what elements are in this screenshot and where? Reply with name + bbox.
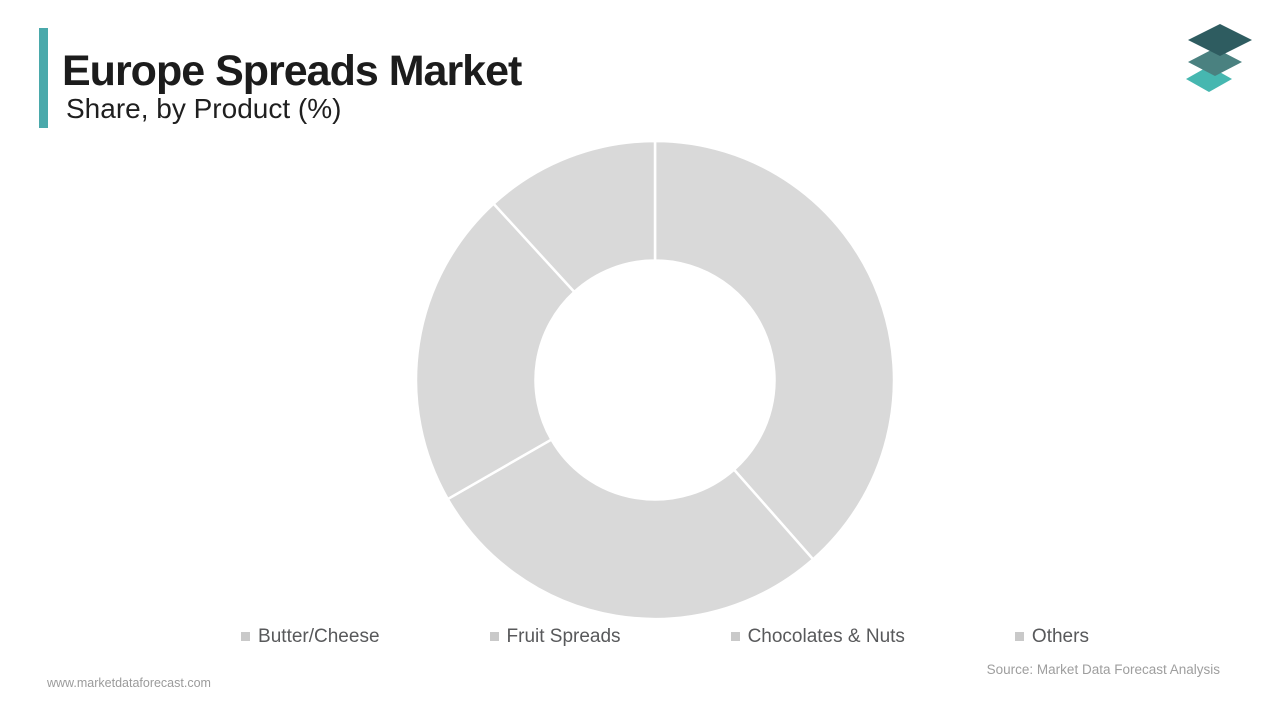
donut-chart-svg <box>414 139 896 621</box>
legend-marker-icon <box>489 631 499 641</box>
page-title: Europe Spreads Market <box>62 47 522 95</box>
title-accent-bar <box>39 28 48 128</box>
legend-marker-icon <box>1014 631 1024 641</box>
legend-item-others: Others <box>1014 625 1089 647</box>
website-url: www.marketdataforecast.com <box>47 676 211 690</box>
page-subtitle: Share, by Product (%) <box>66 93 342 124</box>
donut-slice-2 <box>414 201 577 501</box>
legend-label: Fruit Spreads <box>506 625 621 647</box>
donut-slice-0 <box>653 139 896 562</box>
legend-label: Chocolates & Nuts <box>747 625 905 647</box>
donut-slice-3 <box>491 139 657 294</box>
donut-chart <box>414 139 896 621</box>
logo-layer-top <box>1188 24 1252 56</box>
legend-item-butter-cheese: Butter/Cheese <box>241 625 380 647</box>
legend-label: Others <box>1031 625 1089 647</box>
source-attribution: Source: Market Data Forecast Analysis <box>986 662 1220 677</box>
legend-label: Butter/Cheese <box>258 625 380 647</box>
layers-logo-icon <box>1186 24 1252 92</box>
legend-item-chocolates-nuts: Chocolates & Nuts <box>730 625 905 647</box>
legend-marker-icon <box>241 631 251 641</box>
chart-legend: Butter/Cheese Fruit Spreads Chocolates &… <box>25 622 1280 650</box>
donut-slice-1 <box>446 437 815 621</box>
legend-item-fruit-spreads: Fruit Spreads <box>489 625 621 647</box>
legend-marker-icon <box>730 631 740 641</box>
logo-layer-middle <box>1188 48 1242 76</box>
